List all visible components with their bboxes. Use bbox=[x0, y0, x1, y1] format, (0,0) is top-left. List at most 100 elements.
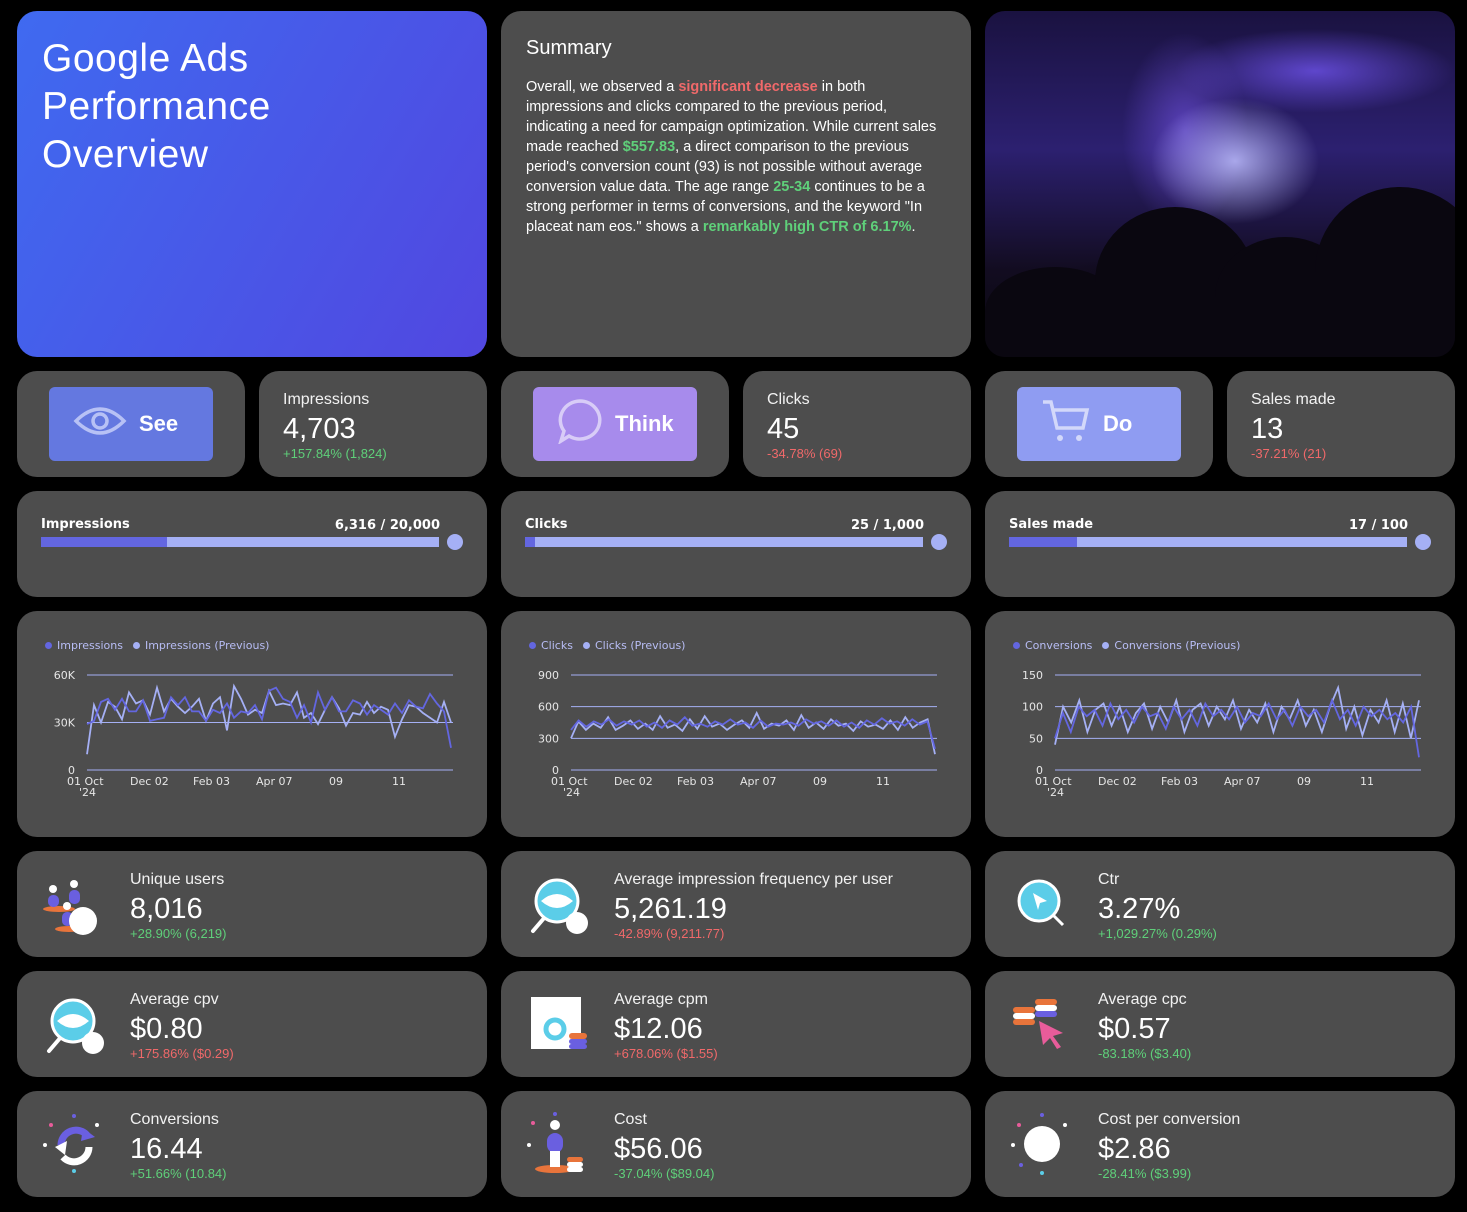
stage-button-do[interactable]: Do bbox=[1017, 387, 1181, 461]
progress-fill bbox=[41, 537, 167, 547]
summary-card: Summary Overall, we observed a significa… bbox=[501, 11, 971, 357]
stage-button-see[interactable]: See bbox=[49, 387, 213, 461]
metric-value: $0.57 bbox=[1098, 1013, 1171, 1045]
kpi-value: 13 bbox=[1251, 413, 1284, 445]
chart-card: Conversions Conversions (Previous) 0 50 100 1… bbox=[985, 611, 1455, 837]
metric-value: $2.86 bbox=[1098, 1133, 1171, 1165]
progress-label: Sales made bbox=[1009, 517, 1094, 532]
legend-label: Impressions (Previous) bbox=[144, 639, 270, 652]
summary-fragment: in both impressions and clicks compared … bbox=[526, 79, 937, 155]
x-tick-label: Dec 02 bbox=[130, 775, 169, 788]
progress-track bbox=[525, 537, 923, 547]
metric-value: 16.44 bbox=[130, 1133, 203, 1165]
metric-value: 5,261.19 bbox=[614, 893, 727, 925]
magnifier-cursor-icon bbox=[1009, 871, 1075, 937]
x-tick-label: Dec 02 bbox=[614, 775, 653, 788]
kpi-label: Impressions bbox=[283, 391, 370, 408]
x-tick-label: 01 Oct '24 bbox=[551, 775, 588, 799]
kpi-delta: -34.78% (69) bbox=[767, 446, 843, 461]
chart-legend: Clicks Clicks (Previous) bbox=[529, 639, 685, 652]
metric-delta: +28.90% (6,219) bbox=[130, 926, 227, 941]
summary-heading: Summary bbox=[526, 37, 612, 59]
series-line-current bbox=[86, 686, 452, 748]
chart-card: Clicks Clicks (Previous) 0 300 600 900 01 Oct '… bbox=[501, 611, 971, 837]
legend-item: Impressions (Previous) bbox=[132, 639, 270, 652]
users-icon bbox=[41, 871, 107, 937]
legend-dot bbox=[132, 642, 140, 649]
highlight-text: remarkably high CTR of 6.17% bbox=[702, 219, 912, 235]
x-tick-label: 11 bbox=[1360, 775, 1374, 788]
metric-value: $12.06 bbox=[614, 1013, 703, 1045]
legend-label: Clicks (Previous) bbox=[594, 639, 686, 652]
x-tick-label: 01 Oct '24 bbox=[67, 775, 104, 799]
page-title: Google Ads Performance Overview bbox=[42, 37, 271, 176]
summary-fragment: Overall, we observed a bbox=[526, 79, 679, 95]
kpi-label: Sales made bbox=[1251, 391, 1336, 408]
metric-delta: +175.86% ($0.29) bbox=[130, 1046, 234, 1061]
stage-button-think[interactable]: Think bbox=[533, 387, 697, 461]
kpi-card: Impressions 4,703 +157.84% (1,824) bbox=[259, 371, 487, 477]
y-tick-label: 900 bbox=[538, 669, 559, 682]
x-tick-label: 09 bbox=[813, 775, 827, 788]
metric-value: $56.06 bbox=[614, 1133, 703, 1165]
legend-item: Conversions bbox=[1013, 639, 1092, 652]
y-tick-label: 30K bbox=[54, 717, 76, 730]
chart-legend: Conversions Conversions (Previous) bbox=[1013, 639, 1240, 652]
metric-delta: -37.04% ($89.04) bbox=[614, 1166, 715, 1181]
stage-card: Do bbox=[985, 371, 1213, 477]
progress-handle bbox=[1415, 534, 1431, 550]
kpi-label: Clicks bbox=[767, 391, 810, 408]
x-tick-label: Dec 02 bbox=[1098, 775, 1137, 788]
metric-label: Average impression frequency per user bbox=[614, 871, 893, 888]
y-tick-label: 60K bbox=[54, 669, 76, 682]
progress-card: Clicks 25 / 1,000 bbox=[501, 491, 971, 597]
summary-text: Overall, we observed a significant decre… bbox=[526, 77, 946, 237]
x-tick-label: 11 bbox=[876, 775, 890, 788]
legend-item: Clicks bbox=[529, 639, 573, 652]
kpi-delta: +157.84% (1,824) bbox=[283, 446, 387, 461]
coins-cursor-icon bbox=[1009, 991, 1075, 1057]
metric-card: Cost per conversion $2.86 -28.41% ($3.99) bbox=[985, 1091, 1455, 1197]
eye-icon bbox=[73, 401, 127, 447]
chart-card: Impressions Impressions (Previous) 0 30K 60K… bbox=[17, 611, 487, 837]
metric-label: Average cpc bbox=[1098, 991, 1187, 1008]
metric-value: 3.27% bbox=[1098, 893, 1181, 925]
stage-label: Think bbox=[615, 411, 674, 436]
legend-dot bbox=[1013, 642, 1020, 649]
progress-handle bbox=[447, 534, 463, 550]
series-line-previous bbox=[1054, 684, 1420, 745]
y-tick-label: 600 bbox=[538, 701, 559, 714]
y-tick-label: 300 bbox=[538, 732, 559, 745]
legend-dot bbox=[582, 642, 590, 649]
series-line-current bbox=[1054, 697, 1420, 758]
x-tick-label: Feb 03 bbox=[193, 775, 230, 788]
series-line-current bbox=[570, 715, 936, 750]
metric-card: Average cpc $0.57 -83.18% ($3.40) bbox=[985, 971, 1455, 1077]
x-tick-label: Apr 07 bbox=[256, 775, 293, 788]
metric-delta: -28.41% ($3.99) bbox=[1098, 1166, 1192, 1181]
progress-track bbox=[41, 537, 439, 547]
y-tick-label: 100 bbox=[1022, 701, 1043, 714]
sparkle-circle-icon bbox=[1009, 1111, 1075, 1177]
progress-fill bbox=[1009, 537, 1077, 547]
line-chart: 0 50 100 150 01 Oct '24 Dec 02 Feb 03 Apr 07 09 11 bbox=[1022, 669, 1421, 799]
chat-bubble-icon bbox=[557, 398, 603, 450]
metric-label: Average cpm bbox=[614, 991, 708, 1008]
legend-item: Impressions bbox=[45, 639, 123, 652]
kpi-value: 45 bbox=[767, 413, 800, 445]
legend-label: Conversions bbox=[1025, 639, 1093, 652]
metric-card: Unique users 8,016 +28.90% (6,219) bbox=[17, 851, 487, 957]
x-tick-label: 11 bbox=[392, 775, 406, 788]
metric-label: Average cpv bbox=[130, 991, 219, 1008]
refresh-icon bbox=[41, 1111, 107, 1177]
legend-dot bbox=[1102, 642, 1110, 649]
y-tick-label: 50 bbox=[1029, 732, 1043, 745]
line-chart: 0 30K 60K 01 Oct '24 Dec 02 Feb 03 Apr 07 09 11 bbox=[54, 669, 453, 799]
shopping-cart-icon bbox=[1041, 398, 1091, 450]
stage-label: See bbox=[139, 411, 179, 436]
metric-label: Unique users bbox=[130, 871, 225, 888]
legend-dot bbox=[529, 642, 536, 649]
x-tick-label: Feb 03 bbox=[1161, 775, 1198, 788]
progress-value: 25 / 1,000 bbox=[850, 518, 924, 533]
progress-card: Impressions 6,316 / 20,000 bbox=[17, 491, 487, 597]
